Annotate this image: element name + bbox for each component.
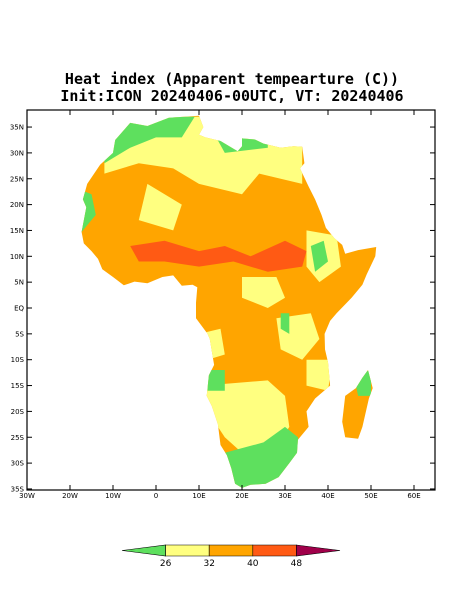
- lat-tick-label: 30N: [10, 149, 24, 157]
- lon-tick-label: 10E: [192, 492, 205, 500]
- lon-tick-label: 50E: [364, 492, 377, 500]
- lat-tick-label: 10N: [10, 253, 24, 261]
- lat-tick-label: 25S: [11, 434, 25, 442]
- land: [81, 115, 377, 488]
- field-yellow: [306, 359, 333, 391]
- lon-tick-label: 30W: [19, 492, 35, 500]
- lat-tick-label: EQ: [14, 305, 24, 313]
- lat-tick-label: 15S: [11, 382, 25, 390]
- field-yellow: [199, 328, 225, 360]
- lon-tick-label: 40E: [321, 492, 334, 500]
- lat-tick-label: 35N: [10, 124, 24, 132]
- lat-tick-label: 5N: [14, 279, 24, 287]
- field-yellow: [138, 183, 182, 231]
- colorbar-label: 40: [247, 559, 259, 569]
- colorbar-swatch: [252, 544, 297, 557]
- lon-tick-label: 60E: [407, 492, 420, 500]
- field-green: [280, 313, 290, 334]
- lat-tick-label: 30S: [11, 460, 25, 468]
- field-red: [130, 240, 307, 272]
- colorbar-label: 26: [160, 559, 172, 569]
- lat-tick-label: 5S: [15, 330, 24, 338]
- field-yellow: [203, 380, 290, 453]
- field-green: [207, 370, 225, 391]
- map-frame: [26, 109, 436, 491]
- colorbar: 26 32 40 48: [121, 544, 341, 569]
- lon-tick-label: 0: [154, 492, 158, 500]
- colorbar-label: 32: [203, 559, 214, 569]
- colorbar-swatch: [121, 544, 166, 557]
- colorbar-swatch: [296, 544, 341, 557]
- field-yellow: [242, 277, 285, 308]
- ticks: 35N 30N 25N 20N 15N 10N 5N EQ 5S 10S 15S 20S 25S 30S 3…: [10, 110, 435, 500]
- lat-tick-label: 25N: [10, 175, 24, 183]
- title: Heat index (Apparent tempearture (C)): [65, 70, 399, 88]
- lon-tick-label: 30E: [278, 492, 291, 500]
- lon-tick-label: 10W: [105, 492, 121, 500]
- subtitle: Init:ICON 20240406-00UTC, VT: 20240406: [60, 87, 403, 105]
- lat-tick-label: 20N: [10, 201, 24, 209]
- field-green: [104, 116, 195, 164]
- lat-tick-label: 10S: [11, 356, 25, 364]
- colorbar-swatch: [165, 544, 210, 557]
- lon-tick-label: 20E: [235, 492, 248, 500]
- lat-tick-label: 20S: [11, 408, 25, 416]
- lon-tick-label: 20W: [62, 492, 78, 500]
- lat-tick-label: 35S: [11, 485, 25, 493]
- field-green: [310, 240, 328, 272]
- colorbar-swatch: [208, 544, 254, 557]
- lat-tick-label: 15N: [10, 227, 24, 235]
- colorbar-label: 48: [291, 559, 303, 569]
